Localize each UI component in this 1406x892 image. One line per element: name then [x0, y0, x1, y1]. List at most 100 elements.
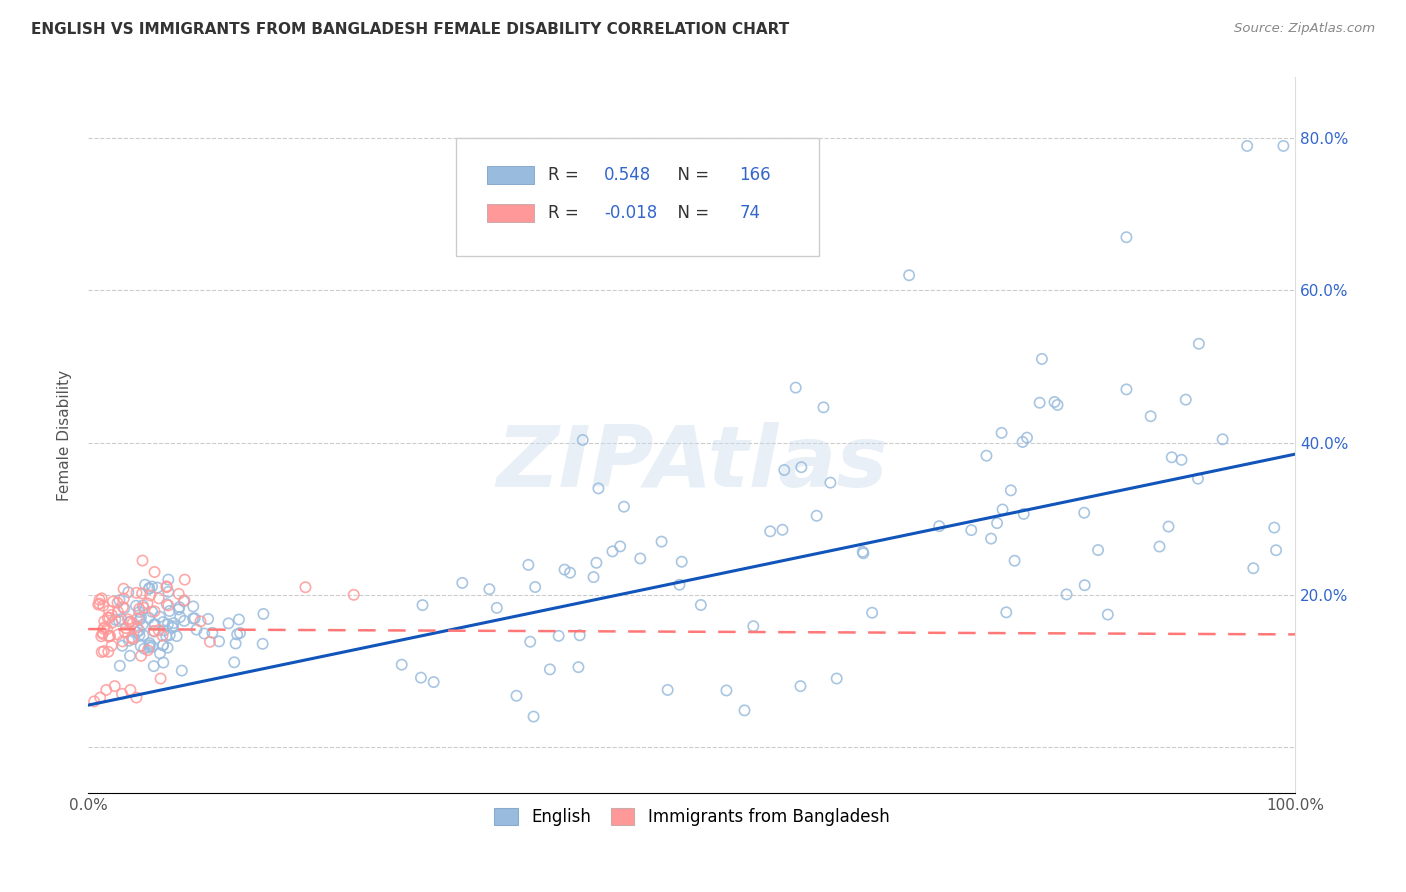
- Point: [668, 578, 690, 592]
- Point: [97, 645, 120, 659]
- Point: [224, 655, 246, 669]
- Point: [128, 624, 150, 638]
- Point: [138, 581, 160, 595]
- Point: [118, 648, 141, 663]
- Text: ZIPAtlas: ZIPAtlas: [496, 422, 887, 505]
- Point: [409, 671, 432, 685]
- Point: [1265, 543, 1288, 558]
- Point: [1212, 432, 1234, 446]
- Point: [98, 629, 121, 643]
- Point: [129, 610, 152, 624]
- Point: [155, 579, 177, 593]
- Point: [108, 658, 131, 673]
- Point: [505, 689, 527, 703]
- FancyBboxPatch shape: [486, 167, 534, 185]
- Point: [628, 551, 651, 566]
- Point: [93, 644, 115, 658]
- Point: [155, 629, 177, 643]
- Point: [149, 647, 172, 661]
- Point: [657, 682, 679, 697]
- Point: [143, 565, 166, 579]
- Point: [252, 637, 274, 651]
- Point: [128, 602, 150, 616]
- Point: [734, 703, 756, 717]
- Point: [1004, 554, 1026, 568]
- Point: [391, 657, 413, 672]
- Point: [980, 532, 1002, 546]
- Point: [785, 381, 807, 395]
- Point: [671, 555, 693, 569]
- Point: [1000, 483, 1022, 498]
- Point: [181, 611, 204, 625]
- Point: [173, 594, 195, 608]
- Point: [825, 672, 848, 686]
- Point: [252, 607, 274, 621]
- Point: [790, 460, 813, 475]
- Point: [149, 609, 172, 624]
- Point: [141, 605, 163, 619]
- Point: [294, 580, 316, 594]
- Point: [117, 585, 139, 599]
- FancyBboxPatch shape: [457, 138, 818, 256]
- Point: [517, 558, 540, 572]
- Point: [451, 575, 474, 590]
- Point: [138, 636, 160, 650]
- Point: [104, 679, 127, 693]
- Point: [112, 601, 135, 615]
- Point: [1015, 431, 1038, 445]
- Point: [225, 636, 247, 650]
- Text: 74: 74: [740, 204, 761, 222]
- Point: [558, 566, 581, 580]
- Point: [1115, 230, 1137, 244]
- Point: [138, 638, 160, 652]
- Point: [754, 200, 776, 214]
- Point: [129, 639, 152, 653]
- Point: [111, 687, 134, 701]
- Point: [162, 616, 184, 631]
- Point: [183, 611, 205, 625]
- Point: [166, 629, 188, 643]
- Point: [197, 612, 219, 626]
- Point: [101, 594, 124, 608]
- Point: [152, 638, 174, 652]
- Text: 0.548: 0.548: [605, 167, 651, 185]
- Point: [134, 641, 156, 656]
- Point: [118, 615, 141, 629]
- Point: [134, 578, 156, 592]
- Point: [613, 500, 636, 514]
- Point: [121, 616, 143, 631]
- Point: [1028, 395, 1050, 409]
- Point: [87, 598, 110, 612]
- Point: [169, 600, 191, 615]
- Point: [181, 599, 204, 614]
- Point: [125, 690, 148, 705]
- Point: [1160, 450, 1182, 465]
- Point: [93, 614, 115, 628]
- Point: [139, 589, 162, 603]
- Point: [1170, 453, 1192, 467]
- Point: [115, 621, 138, 635]
- Point: [1011, 434, 1033, 449]
- Point: [128, 605, 150, 619]
- Point: [143, 624, 166, 639]
- Point: [1236, 139, 1258, 153]
- Point: [218, 616, 240, 631]
- Point: [129, 612, 152, 626]
- Point: [1097, 607, 1119, 622]
- Point: [742, 619, 765, 633]
- Point: [759, 524, 782, 539]
- Point: [547, 629, 569, 643]
- Point: [101, 615, 124, 630]
- Point: [120, 615, 142, 629]
- Point: [138, 611, 160, 625]
- Point: [228, 613, 250, 627]
- Point: [100, 607, 122, 622]
- Point: [485, 600, 508, 615]
- Point: [138, 582, 160, 596]
- Point: [125, 586, 148, 600]
- Point: [173, 593, 195, 607]
- Point: [159, 604, 181, 618]
- Point: [90, 591, 112, 606]
- Point: [148, 623, 170, 637]
- Point: [928, 519, 950, 533]
